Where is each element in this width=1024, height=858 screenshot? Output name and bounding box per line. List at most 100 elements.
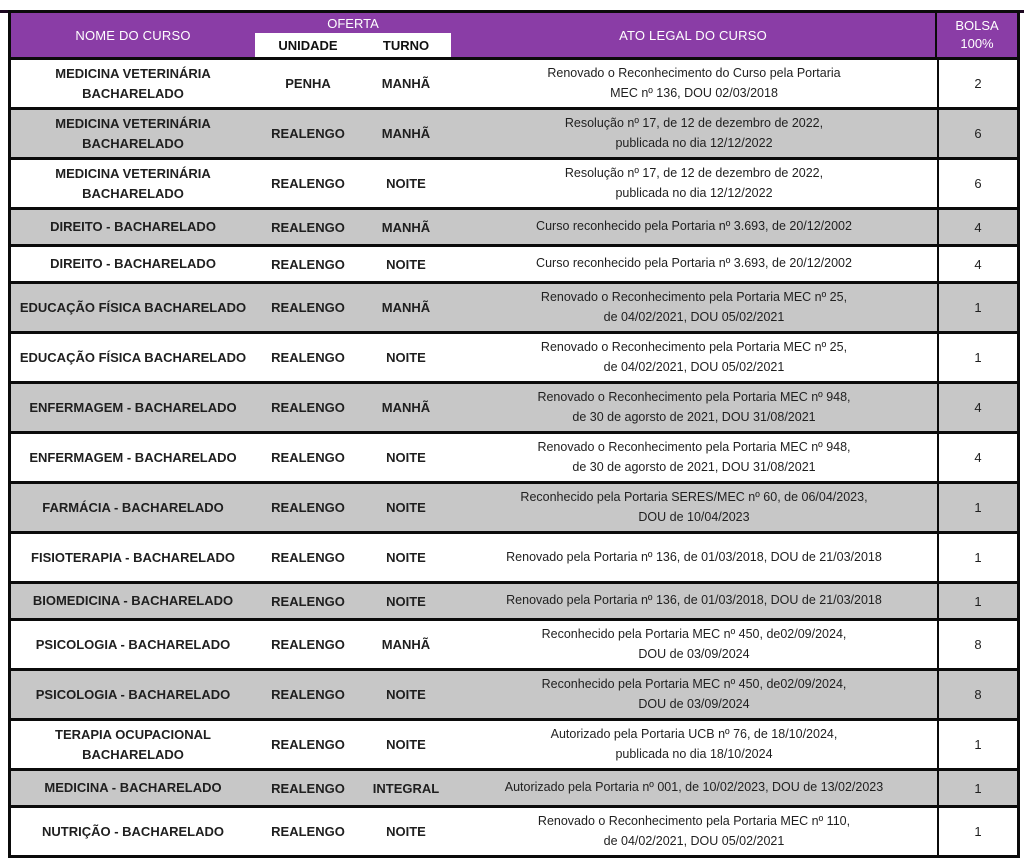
table-row: PSICOLOGIA - BACHARELADO REALENGO MANHÃ …	[11, 618, 1017, 668]
shift-cell: MANHÃ	[381, 300, 431, 315]
scholarship-cell: 8	[937, 621, 1017, 668]
header-course-name: NOME DO CURSO	[75, 27, 191, 43]
legal-act-cell: Renovado o Reconhecimento pela Portaria …	[537, 814, 851, 848]
legal-act-cell: Resolução nº 17, de 12 de dezembro de 20…	[564, 166, 824, 200]
unit-cell: REALENGO	[271, 687, 345, 702]
table-row: FARMÁCIA - BACHARELADO REALENGO NOITE Re…	[11, 481, 1017, 531]
table-row: MEDICINA VETERINÁRIA BACHARELADO PENHA M…	[11, 60, 1017, 107]
header-oferta-subrow: UNIDADE TURNO	[255, 33, 451, 57]
table-row: EDUCAÇÃO FÍSICA BACHARELADO REALENGO MAN…	[11, 281, 1017, 331]
shift-cell: INTEGRAL	[372, 780, 440, 796]
shift-cell: NOITE	[386, 450, 426, 465]
scholarship-cell: 6	[937, 160, 1017, 207]
scholarship-cell: 4	[937, 210, 1017, 244]
header-oferta: OFERTA	[327, 15, 379, 31]
course-name-cell: MEDICINA - BACHARELADO	[44, 780, 222, 796]
unit-cell: REALENGO	[271, 637, 345, 652]
legal-act-cell: Reconhecido pela Portaria MEC nº 450, de…	[541, 677, 847, 711]
course-name-cell: PSICOLOGIA - BACHARELADO	[35, 636, 231, 652]
table-row: BIOMEDICINA - BACHARELADO REALENGO NOITE…	[11, 581, 1017, 618]
unit-cell: PENHA	[285, 76, 331, 91]
shift-cell: MANHÃ	[381, 76, 431, 91]
unit-cell: REALENGO	[271, 824, 345, 839]
table-row: ENFERMAGEM - BACHARELADO REALENGO NOITE …	[11, 431, 1017, 481]
header-legal-act: ATO LEGAL DO CURSO	[619, 27, 767, 43]
unit-cell: REALENGO	[271, 219, 345, 235]
shift-cell: NOITE	[386, 687, 426, 702]
course-name-cell: DIREITO - BACHARELADO	[50, 219, 216, 235]
shift-cell: NOITE	[386, 350, 426, 365]
shift-cell: MANHÃ	[381, 637, 431, 652]
legal-act-cell: Resolução nº 17, de 12 de dezembro de 20…	[564, 116, 824, 150]
legal-act-cell: Renovado o Reconhecimento pela Portaria …	[537, 390, 851, 424]
scholarship-cell: 1	[937, 484, 1017, 531]
shift-cell: NOITE	[386, 176, 426, 191]
shift-cell: NOITE	[386, 550, 426, 565]
shift-cell: MANHÃ	[381, 219, 431, 235]
unit-cell: REALENGO	[271, 176, 345, 191]
shift-cell: NOITE	[386, 593, 426, 609]
scholarship-cell: 6	[937, 110, 1017, 157]
course-name-cell: EDUCAÇÃO FÍSICA BACHARELADO	[19, 299, 247, 315]
scholarship-cell: 8	[937, 671, 1017, 718]
course-name-cell: DIREITO - BACHARELADO	[50, 256, 216, 272]
table-header-row: NOME DO CURSO OFERTA UNIDADE TURNO ATO L…	[11, 13, 1017, 60]
shift-cell: MANHÃ	[381, 126, 431, 141]
courses-table: NOME DO CURSO OFERTA UNIDADE TURNO ATO L…	[8, 10, 1020, 858]
shift-cell: NOITE	[386, 500, 426, 515]
scholarship-cell: 2	[937, 60, 1017, 107]
table-row: FISIOTERAPIA - BACHARELADO REALENGO NOIT…	[11, 531, 1017, 581]
course-name-cell: EDUCAÇÃO FÍSICA BACHARELADO	[19, 349, 247, 365]
legal-act-cell: Renovado pela Portaria nº 136, de 01/03/…	[506, 593, 882, 608]
scholarship-cell: 4	[937, 434, 1017, 481]
course-name-cell: FISIOTERAPIA - BACHARELADO	[31, 549, 235, 565]
course-name-cell: MEDICINA VETERINÁRIA BACHARELADO	[55, 116, 211, 151]
unit-cell: REALENGO	[271, 450, 345, 465]
legal-act-cell: Renovado o Reconhecimento pela Portaria …	[537, 440, 851, 474]
table-row: NUTRIÇÃO - BACHARELADO REALENGO NOITE Re…	[11, 805, 1017, 855]
scholarship-cell: 4	[937, 247, 1017, 281]
course-name-cell: MEDICINA VETERINÁRIA BACHARELADO	[55, 66, 211, 101]
shift-cell: NOITE	[386, 256, 426, 272]
unit-cell: REALENGO	[271, 737, 345, 752]
table-row: DIREITO - BACHARELADO REALENGO NOITE Cur…	[11, 244, 1017, 281]
unit-cell: REALENGO	[271, 350, 345, 365]
course-name-cell: PSICOLOGIA - BACHARELADO	[35, 686, 231, 702]
unit-cell: REALENGO	[271, 780, 345, 796]
unit-cell: REALENGO	[271, 126, 345, 141]
unit-cell: REALENGO	[271, 500, 345, 515]
course-name-cell: ENFERMAGEM - BACHARELADO	[29, 399, 237, 415]
course-name-cell: BIOMEDICINA - BACHARELADO	[32, 593, 234, 609]
table-row: TERAPIA OCUPACIONAL BACHARELADO REALENGO…	[11, 718, 1017, 768]
table-row: DIREITO - BACHARELADO REALENGO MANHÃ Cur…	[11, 207, 1017, 244]
course-name-cell: ENFERMAGEM - BACHARELADO	[29, 449, 237, 465]
legal-act-cell: Renovado o Reconhecimento pela Portaria …	[540, 290, 848, 324]
legal-act-cell: Reconhecido pela Portaria SERES/MEC nº 6…	[520, 490, 868, 524]
scholarship-cell: 1	[937, 721, 1017, 768]
shift-cell: MANHÃ	[381, 400, 431, 415]
table-row: PSICOLOGIA - BACHARELADO REALENGO NOITE …	[11, 668, 1017, 718]
legal-act-cell: Renovado o Reconhecimento pela Portaria …	[540, 340, 848, 374]
shift-cell: NOITE	[386, 737, 426, 752]
course-name-cell: TERAPIA OCUPACIONAL BACHARELADO	[55, 727, 211, 762]
legal-act-cell: Autorizado pela Portaria nº 001, de 10/0…	[504, 780, 884, 795]
legal-act-cell: Renovado pela Portaria nº 136, de 01/03/…	[506, 549, 882, 564]
scholarship-cell: 1	[937, 771, 1017, 805]
table-row: MEDICINA VETERINÁRIA BACHARELADO REALENG…	[11, 107, 1017, 157]
course-name-cell: MEDICINA VETERINÁRIA BACHARELADO	[55, 166, 211, 201]
shift-cell: NOITE	[386, 824, 426, 839]
course-name-cell: NUTRIÇÃO - BACHARELADO	[42, 823, 224, 839]
unit-cell: REALENGO	[271, 593, 345, 609]
table-row: ENFERMAGEM - BACHARELADO REALENGO MANHÃ …	[11, 381, 1017, 431]
scholarship-cell: 4	[937, 384, 1017, 431]
legal-act-cell: Curso reconhecido pela Portaria nº 3.693…	[536, 256, 852, 271]
header-unidade: UNIDADE	[278, 37, 338, 53]
legal-act-cell: Reconhecido pela Portaria MEC nº 450, de…	[541, 627, 847, 661]
legal-act-cell: Curso reconhecido pela Portaria nº 3.693…	[536, 219, 852, 234]
legal-act-cell: Renovado o Reconhecimento do Curso pela …	[547, 66, 841, 100]
header-scholarship: BOLSA 100%	[935, 13, 1017, 57]
table-row: MEDICINA VETERINÁRIA BACHARELADO REALENG…	[11, 157, 1017, 207]
scholarship-cell: 1	[937, 808, 1017, 855]
course-name-cell: FARMÁCIA - BACHARELADO	[42, 499, 224, 515]
unit-cell: REALENGO	[271, 400, 345, 415]
